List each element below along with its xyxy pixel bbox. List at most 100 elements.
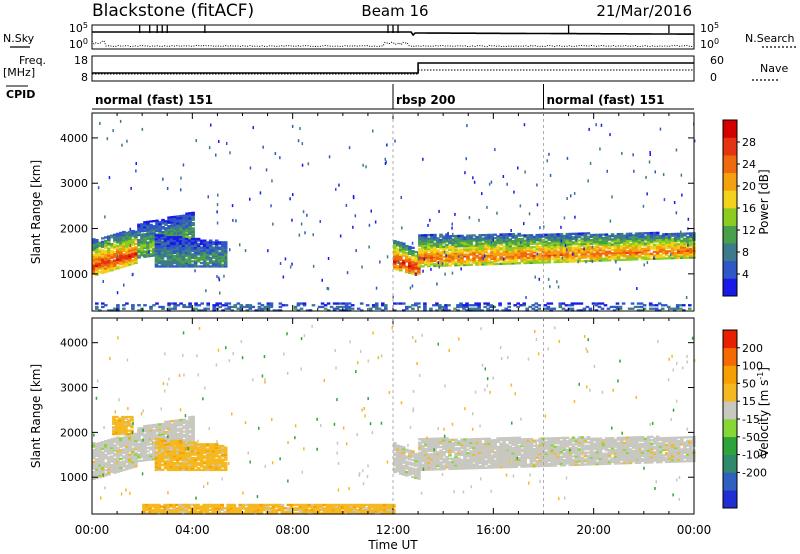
power-cell-2095	[595, 242, 600, 245]
power-cell-1945	[565, 246, 570, 249]
power-cell-2812	[501, 309, 505, 312]
vel-cell-383	[143, 457, 147, 460]
power-cell-1757	[529, 253, 534, 256]
power-cell-567	[179, 216, 183, 219]
power-cell-904	[199, 255, 204, 258]
vel-cell-1417	[451, 442, 455, 445]
power-cell-221	[125, 242, 129, 245]
vel-cell-1042	[214, 455, 219, 458]
vel-cell-198	[122, 448, 126, 451]
vel-cell-1221	[418, 463, 422, 466]
power-cell-78	[104, 267, 108, 270]
power-cell-2211	[622, 258, 627, 261]
power-cell-406	[155, 228, 159, 231]
power-cell-915	[202, 261, 207, 265]
vel-cell-120	[110, 463, 114, 467]
power-cell-125	[110, 250, 114, 253]
power-cell-526	[173, 219, 177, 222]
power-cell-318	[143, 252, 147, 255]
vel-cell-1521	[472, 455, 476, 458]
vel-cell-449	[152, 435, 156, 439]
vel-cell-574	[170, 423, 174, 426]
power-cell-100	[107, 261, 111, 264]
power-cell-2528	[689, 235, 693, 239]
power-cell-2011	[577, 234, 582, 237]
vel-cell-1087	[223, 450, 228, 453]
power-cell-1512	[481, 237, 485, 240]
vel-cell-237	[128, 444, 132, 448]
vel-cell-832	[175, 468, 180, 472]
vel-cell-2	[92, 474, 96, 477]
power-cell-2848	[564, 309, 569, 312]
power-cell-340	[146, 246, 150, 249]
power-cell-1323	[445, 233, 449, 236]
vel-cell-1554	[478, 458, 482, 461]
vel-cell-863	[178, 444, 183, 448]
vel-cell-1059	[217, 451, 222, 454]
vel-cell-76	[101, 446, 105, 449]
power-cell-989	[217, 260, 222, 263]
power-colorbar-segment-4	[723, 208, 737, 226]
power-cell-2858	[576, 302, 581, 305]
power-speckle-84	[557, 285, 560, 289]
power-cell-1679	[514, 253, 518, 256]
power-cell-1973	[571, 255, 576, 258]
power-cell-461	[164, 230, 168, 233]
vel-cell-1028	[211, 453, 216, 456]
power-cell-183	[119, 238, 123, 241]
power-cell-2883	[618, 305, 623, 309]
power-cell-2048	[586, 247, 591, 250]
vel-cell-21	[95, 473, 99, 476]
power-cell-2851	[567, 304, 572, 307]
power-cell-815	[181, 251, 186, 254]
power-speckle-21	[102, 280, 104, 283]
power-cell-1689	[514, 236, 518, 239]
vel-cell-1167	[408, 471, 412, 474]
power-cell-348	[146, 231, 150, 234]
vel-cell-1416	[451, 443, 455, 447]
power-cell-704	[160, 234, 165, 237]
vel-cell-486	[158, 436, 162, 440]
vel-cell-1638	[493, 454, 497, 457]
power-cell-59	[101, 268, 105, 271]
power-cell-1802	[538, 249, 543, 252]
power-cell-268	[134, 256, 138, 259]
power-cell-1961	[568, 246, 573, 249]
vel-cell-391	[143, 443, 147, 446]
power-cell-1982	[571, 236, 576, 239]
vel-cell-1142	[402, 466, 406, 469]
power-cell-2487	[680, 234, 684, 237]
power-colorbar-tick-label-4: 20	[742, 180, 756, 193]
power-cell-1976	[571, 250, 576, 253]
power-cell-2071	[592, 259, 597, 262]
power-cell-717	[163, 241, 168, 244]
power-cell-675	[157, 258, 162, 261]
vel-cell-1532	[475, 466, 479, 470]
power-cell-241	[128, 241, 132, 244]
vel-cell-902	[187, 462, 192, 465]
power-cell-1082	[402, 251, 406, 254]
power-cell-2239	[628, 258, 633, 261]
vel-cell-970	[199, 450, 204, 453]
power-cell-1893	[556, 253, 561, 257]
power-cell-2185	[616, 251, 621, 255]
vel-cell-920	[190, 460, 195, 463]
power-cell-2230	[625, 246, 630, 249]
power-cell-1111	[408, 252, 412, 255]
vel-cell-759	[160, 448, 165, 451]
power-cell-1886	[553, 236, 558, 240]
beam-title: Beam 16	[361, 2, 428, 20]
power-cell-1339	[451, 262, 455, 265]
vel-cell-1564	[478, 441, 482, 444]
power-cell-2602	[197, 304, 201, 307]
vel-cell-1296	[430, 454, 434, 458]
vel-cell-1590	[484, 451, 488, 454]
power-cell-780	[175, 253, 180, 256]
power-cell-559	[179, 230, 183, 233]
power-cell-1498	[481, 263, 485, 266]
power-speckle-242	[454, 212, 456, 216]
power-cell-2644	[251, 305, 256, 309]
power-cell-1904	[556, 233, 561, 236]
power-cell-722	[166, 263, 171, 266]
vel-cell-594	[173, 423, 177, 426]
